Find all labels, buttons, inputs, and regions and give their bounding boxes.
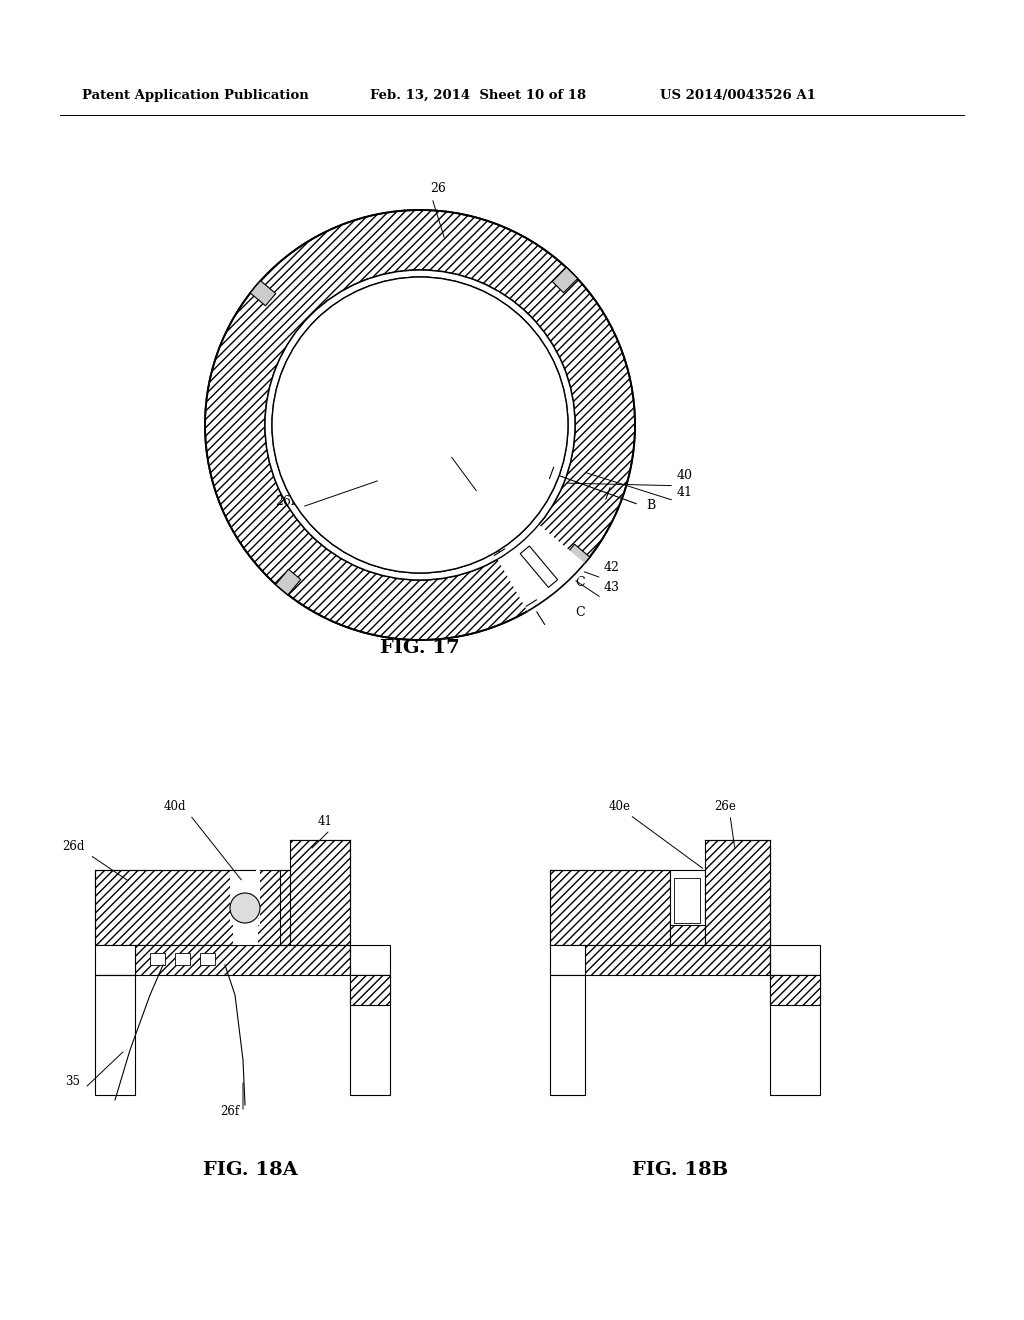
- Text: Feb. 13, 2014  Sheet 10 of 18: Feb. 13, 2014 Sheet 10 of 18: [370, 88, 586, 102]
- Bar: [175, 953, 190, 965]
- Bar: [230, 870, 260, 925]
- Bar: [150, 953, 165, 965]
- Text: 40e: 40e: [609, 800, 631, 813]
- Text: 41: 41: [317, 814, 333, 828]
- Text: C: C: [575, 576, 585, 589]
- Text: 26d: 26d: [62, 840, 85, 853]
- Bar: [550, 975, 585, 1096]
- Bar: [275, 569, 301, 595]
- Text: B: B: [646, 499, 655, 512]
- Text: 41: 41: [676, 486, 692, 499]
- Text: 43: 43: [603, 581, 620, 594]
- Text: FIG. 18A: FIG. 18A: [203, 1162, 297, 1179]
- Bar: [585, 945, 770, 975]
- Bar: [770, 945, 820, 975]
- Text: 26e: 26e: [714, 800, 736, 813]
- Bar: [564, 544, 590, 569]
- Bar: [520, 546, 558, 587]
- Wedge shape: [495, 521, 589, 615]
- Bar: [255, 870, 300, 945]
- Circle shape: [230, 894, 260, 923]
- Bar: [95, 870, 255, 945]
- Text: 42: 42: [603, 561, 620, 574]
- Bar: [350, 975, 390, 1096]
- Bar: [770, 975, 820, 1096]
- Bar: [95, 945, 135, 975]
- Text: 35: 35: [65, 1074, 80, 1088]
- Circle shape: [272, 277, 568, 573]
- Bar: [670, 925, 705, 945]
- Text: 40: 40: [676, 469, 692, 482]
- Text: 26f: 26f: [220, 1105, 240, 1118]
- Bar: [95, 975, 135, 1096]
- Bar: [135, 945, 350, 975]
- Bar: [550, 945, 585, 975]
- Text: 26b: 26b: [275, 495, 299, 508]
- Bar: [670, 870, 705, 945]
- Text: US 2014/0043526 A1: US 2014/0043526 A1: [660, 88, 816, 102]
- Text: 40d: 40d: [164, 800, 186, 813]
- Bar: [552, 268, 578, 293]
- Bar: [200, 953, 215, 965]
- Text: FIG. 18B: FIG. 18B: [632, 1162, 728, 1179]
- Text: 35: 35: [480, 480, 496, 492]
- Bar: [350, 975, 390, 1005]
- Text: C: C: [575, 606, 585, 619]
- Bar: [233, 882, 258, 945]
- Bar: [705, 840, 770, 945]
- Text: FIG. 17: FIG. 17: [380, 639, 460, 657]
- Bar: [770, 975, 820, 1005]
- Bar: [550, 870, 670, 945]
- Text: Patent Application Publication: Patent Application Publication: [82, 88, 309, 102]
- Bar: [350, 945, 390, 975]
- Bar: [674, 878, 700, 923]
- Text: B: B: [519, 463, 528, 475]
- Text: 26: 26: [430, 182, 445, 195]
- Bar: [290, 840, 350, 945]
- Bar: [250, 281, 275, 306]
